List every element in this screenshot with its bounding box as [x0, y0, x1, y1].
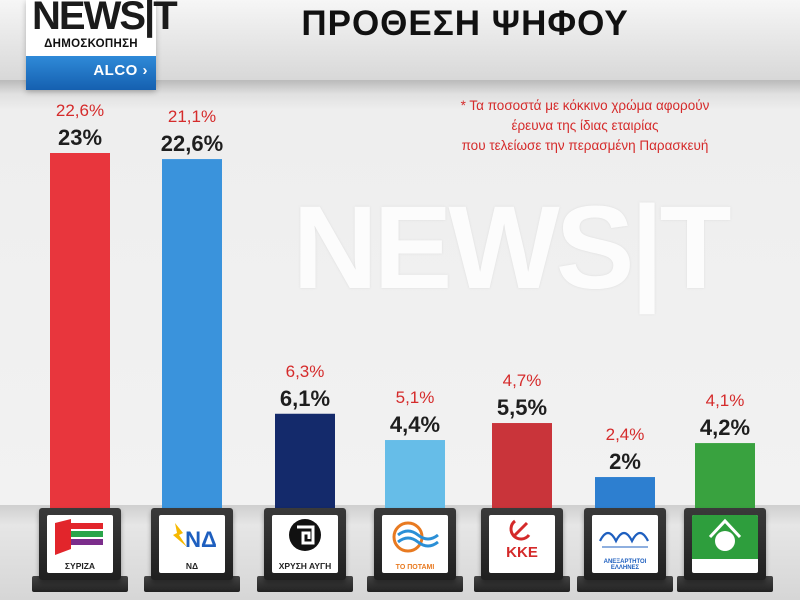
page-title: ΠΡΟΘΕΣΗ ΨΗΦΟΥ: [301, 4, 629, 43]
party-logo-3: ΧΡΥΣΗ ΑΥΓΗ: [272, 515, 338, 573]
svg-text:ΚΚΕ: ΚΚΕ: [506, 544, 538, 559]
bar-shade-7: [695, 443, 755, 508]
watermark-logo: NEWS|T: [292, 182, 731, 314]
note-line-3: που τελείωσε την περασμένη Παρασκευή: [461, 138, 709, 153]
nd-torch-icon: ΝΔ: [159, 515, 225, 564]
bar-shade-1: [50, 153, 110, 508]
party-name-3: ΧΡΥΣΗ ΑΥΓΗ: [278, 561, 332, 571]
pedestal: ΚΚΕΚΚΕ: [481, 508, 563, 580]
previous-value-label-1: 22,6%: [56, 101, 104, 120]
party-logo-1: ΣΥΡΙΖΑ: [47, 515, 113, 573]
pedestal: ΠΑΣΟΚ: [684, 508, 766, 580]
previous-value-label-4: 5,1%: [396, 388, 435, 407]
bar-shade-2: [162, 159, 222, 508]
note-line-2: έρευνα της ίδιας εταιρίας: [511, 118, 659, 133]
bar-shade-3: [275, 413, 335, 508]
bar-shade-6: [595, 477, 655, 508]
party-name-4: ΤΟ ΠΟΤΑΜΙ: [395, 564, 435, 571]
chevron-right-icon: ›: [142, 62, 148, 79]
current-value-label-7: 4,2%: [700, 415, 750, 440]
current-value-label-5: 5,5%: [497, 395, 547, 420]
previous-value-label-2: 21,1%: [168, 107, 216, 126]
pedestal: ΣΥΡΙΖΑ: [39, 508, 121, 580]
party-logo-5: ΚΚΕΚΚΕ: [489, 515, 555, 573]
previous-value-label-3: 6,3%: [286, 362, 325, 381]
pedestal-base: [257, 576, 353, 592]
current-value-label-3: 6,1%: [280, 386, 330, 411]
logo-company-text: ALCO: [93, 62, 138, 79]
note-line-1: * Τα ποσοστά με κόκκινο χρώμα αφορούν: [460, 98, 710, 113]
pedestal-base: [367, 576, 463, 592]
party-name-2: ΝΔ: [185, 561, 199, 571]
party-logo-6: ΑΝΕΞΑΡΤΗΤΟΙ ΕΛΛΗΝΕΣ: [592, 515, 658, 573]
party-logo-4: ΤΟ ΠΟΤΑΜΙ: [382, 515, 448, 573]
pedestal-base: [577, 576, 673, 592]
pedestal-base: [677, 576, 773, 592]
current-value-label-2: 22,6%: [161, 131, 223, 156]
hammer-sickle-icon: ΚΚΕ: [489, 515, 555, 564]
pedestal: ΑΝΕΞΑΡΤΗΤΟΙ ΕΛΛΗΝΕΣ: [584, 508, 666, 580]
logo-company-bar: [26, 56, 156, 90]
logo-company: ALCO ›: [93, 62, 148, 79]
previous-value-label-7: 4,1%: [706, 391, 745, 410]
bar-shade-5: [492, 423, 552, 508]
logo-subtitle: ΔΗΜΟΣΚΟΠΗΣΗ: [44, 38, 138, 50]
previous-value-label-6: 2,4%: [606, 425, 645, 444]
pedestal-base: [32, 576, 128, 592]
party-name-1: ΣΥΡΙΖΑ: [64, 561, 96, 571]
newsit-logo: NEWS|T ΔΗΜΟΣΚΟΠΗΣΗ ALCO ›: [26, 0, 178, 90]
anel-script-icon: [592, 515, 658, 564]
river-wave-icon: [382, 515, 448, 564]
pedestal-base: [144, 576, 240, 592]
current-value-label-1: 23%: [58, 125, 102, 150]
pedestal: ΝΔ ΝΔ: [151, 508, 233, 580]
party-name-7: ΠΑΣΟΚ: [707, 560, 743, 571]
party-logo-7: ΠΑΣΟΚ: [692, 515, 758, 573]
pedestal: ΤΟ ΠΟΤΑΜΙ: [374, 508, 456, 580]
legend-note: * Τα ποσοστά με κόκκινο χρώμα αφορούν έρ…: [400, 96, 770, 156]
bar-shade-4: [385, 440, 445, 508]
syriza-flag-icon: [47, 515, 113, 564]
pedestal: ΧΡΥΣΗ ΑΥΓΗ: [264, 508, 346, 580]
meander-icon: [272, 515, 338, 564]
party-logo-2: ΝΔ ΝΔ: [159, 515, 225, 573]
previous-value-label-5: 4,7%: [503, 371, 542, 390]
pedestal-base: [474, 576, 570, 592]
party-name-6: ΑΝΕΞΑΡΤΗΤΟΙ ΕΛΛΗΝΕΣ: [603, 559, 647, 571]
current-value-label-6: 2%: [609, 449, 641, 474]
header-shadow: [0, 80, 800, 94]
pasok-sun-icon: [692, 515, 758, 564]
current-value-label-4: 4,4%: [390, 412, 440, 437]
svg-text:ΝΔ: ΝΔ: [185, 527, 217, 552]
